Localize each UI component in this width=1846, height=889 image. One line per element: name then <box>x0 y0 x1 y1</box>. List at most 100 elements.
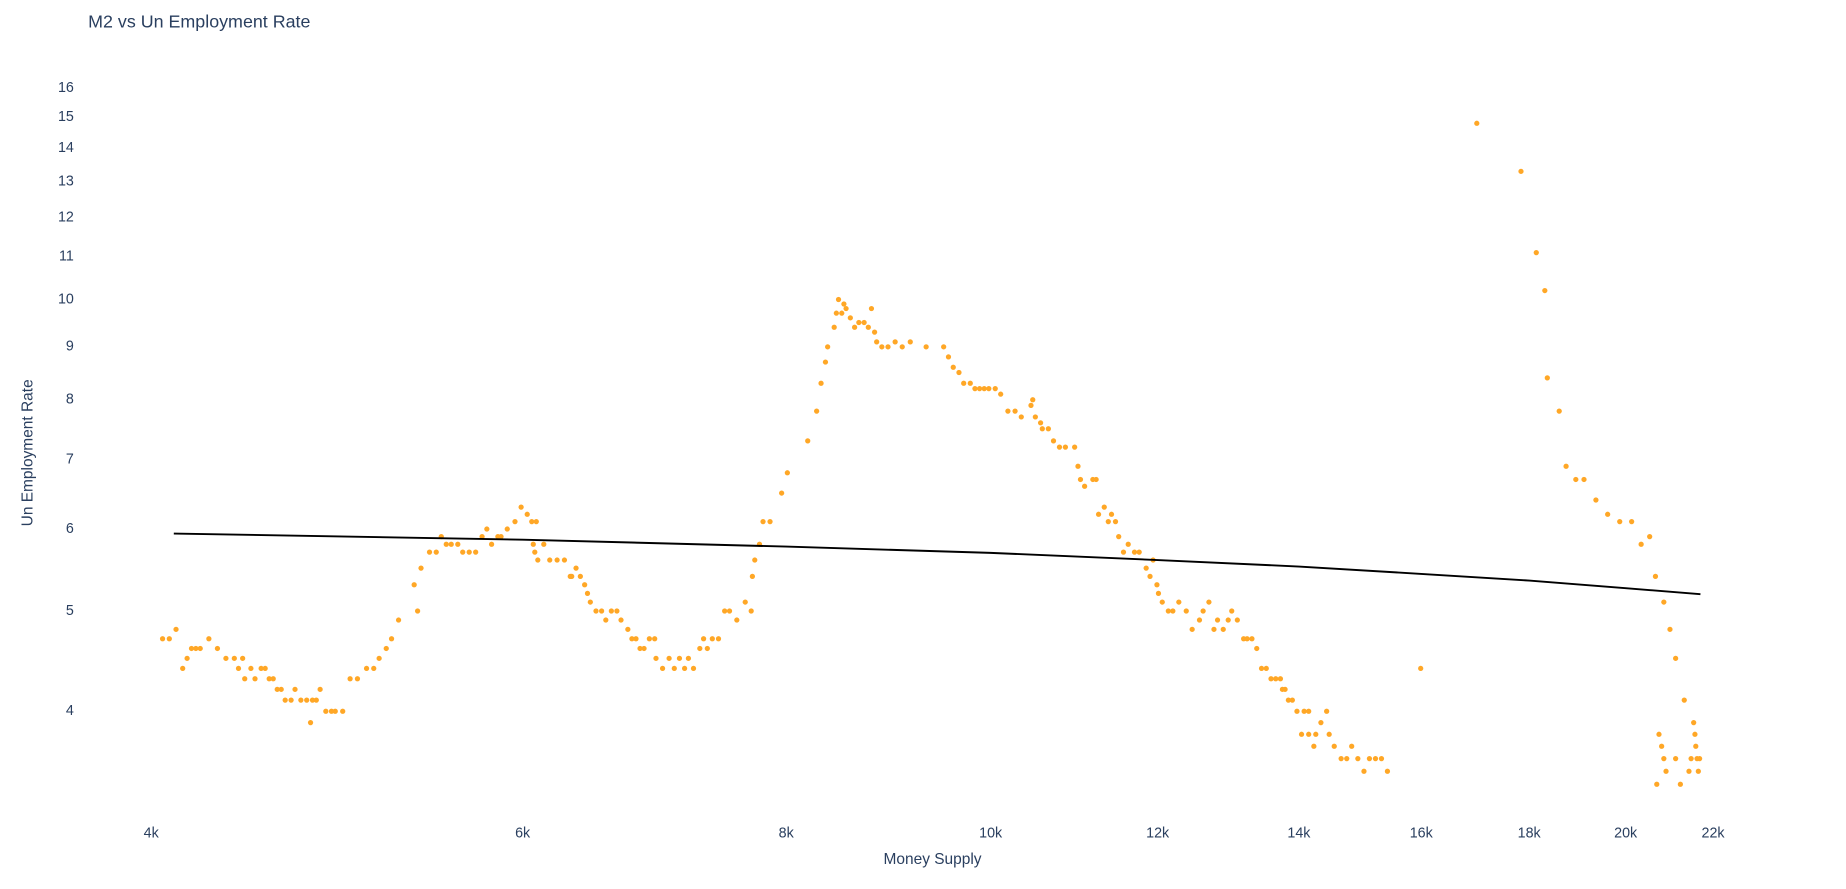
scatter-point <box>779 490 785 496</box>
scatter-point <box>1474 120 1480 126</box>
scatter-point <box>839 310 845 316</box>
scatter-point <box>473 549 479 555</box>
scatter-point <box>1285 697 1292 703</box>
scatter-point <box>1289 697 1295 703</box>
scatter-point <box>784 470 790 476</box>
scatter-point <box>767 518 773 525</box>
scatter-point <box>1244 636 1250 642</box>
scatter-point <box>704 645 710 652</box>
x-axis-title: Money Supply <box>884 851 982 868</box>
scatter-point <box>715 636 722 642</box>
scatter-point <box>1077 476 1084 483</box>
scatter-point <box>298 697 304 703</box>
scatter-point <box>577 573 583 580</box>
scatter-point <box>749 573 756 580</box>
scatter-point <box>498 533 504 540</box>
scatter-point <box>972 386 978 392</box>
scatter-point <box>1116 533 1122 540</box>
scatter-point <box>561 557 568 563</box>
scatter-point <box>923 344 929 350</box>
scatter-point <box>1331 743 1337 749</box>
scatter-point <box>573 565 579 571</box>
scatter-point <box>223 655 229 661</box>
scatter-point <box>197 645 203 652</box>
scatter-point <box>282 697 288 703</box>
scatter-point <box>981 386 987 392</box>
scatter-point <box>231 655 237 661</box>
scatter-point <box>760 518 766 525</box>
scatter-point <box>1696 755 1703 762</box>
scatter-point <box>1306 731 1312 737</box>
scatter-point <box>1125 541 1131 547</box>
scatter-point <box>945 354 952 360</box>
scatter-point <box>1652 573 1659 580</box>
scatter-point <box>1101 504 1107 510</box>
scatter-point <box>1581 476 1587 483</box>
scatter-point <box>1349 743 1355 749</box>
scatter-point <box>1593 497 1599 503</box>
scatter-point <box>1105 518 1111 525</box>
scatter-point <box>742 599 748 605</box>
scatter-point <box>1691 720 1697 726</box>
scatter-point <box>885 344 891 350</box>
scatter-point <box>173 626 179 632</box>
scatter-point <box>371 665 377 672</box>
y-tick-label: 5 <box>66 603 74 619</box>
scatter-point <box>1692 731 1698 737</box>
scatter-point <box>1093 476 1099 483</box>
scatter-point <box>1366 755 1373 762</box>
scatter-point <box>1518 168 1524 174</box>
scatter-point <box>1661 755 1667 762</box>
scatter-point <box>547 557 553 563</box>
scatter-point <box>629 636 635 642</box>
scatter-point <box>1072 444 1078 450</box>
scatter-point <box>1294 708 1300 714</box>
scatter-point <box>484 526 490 532</box>
scatter-point <box>1298 731 1305 737</box>
scatter-point <box>1544 375 1550 381</box>
scatter-point <box>460 549 466 555</box>
scatter-point <box>1045 426 1051 432</box>
scatter-point <box>388 636 395 642</box>
scatter-point <box>1056 444 1063 450</box>
scatter-point <box>304 697 310 703</box>
scatter-point <box>1372 755 1379 762</box>
scatter-point <box>956 369 962 376</box>
scatter-point <box>443 541 449 547</box>
x-tick-label: 18k <box>1518 826 1542 842</box>
scatter-point <box>1234 617 1240 623</box>
y-tick-label: 13 <box>58 173 74 189</box>
scatter-point <box>1693 743 1699 749</box>
y-tick-label: 10 <box>58 291 74 307</box>
scatter-point <box>248 665 254 672</box>
scatter-point <box>1647 533 1653 540</box>
scatter-point <box>363 665 370 672</box>
scatter-point <box>593 608 599 614</box>
scatter-point <box>814 408 820 414</box>
scatter-point <box>752 557 758 563</box>
scatter-point <box>1154 582 1160 588</box>
scatter-point <box>1131 549 1138 555</box>
scatter-point <box>347 676 353 682</box>
scatter-point <box>1673 755 1679 762</box>
scatter-point <box>976 386 983 392</box>
scatter-point <box>1214 617 1221 623</box>
scatter-point <box>1258 665 1265 672</box>
scatter-point <box>188 645 195 652</box>
scatter-point <box>1112 518 1119 525</box>
scatter-point <box>1155 590 1162 596</box>
x-tick-label: 8k <box>779 826 795 842</box>
scatter-point <box>861 319 867 326</box>
scatter-point <box>1095 511 1102 517</box>
scatter-point <box>1183 608 1189 614</box>
scatter-point <box>986 386 992 392</box>
scatter-point <box>652 636 658 642</box>
scatter-point <box>214 645 221 652</box>
scatter-point <box>633 636 639 642</box>
scatter-point <box>879 344 885 350</box>
scatter-point <box>1018 414 1024 420</box>
scatter-point <box>637 645 643 652</box>
scatter-point <box>266 676 272 682</box>
scatter-point <box>722 608 728 614</box>
